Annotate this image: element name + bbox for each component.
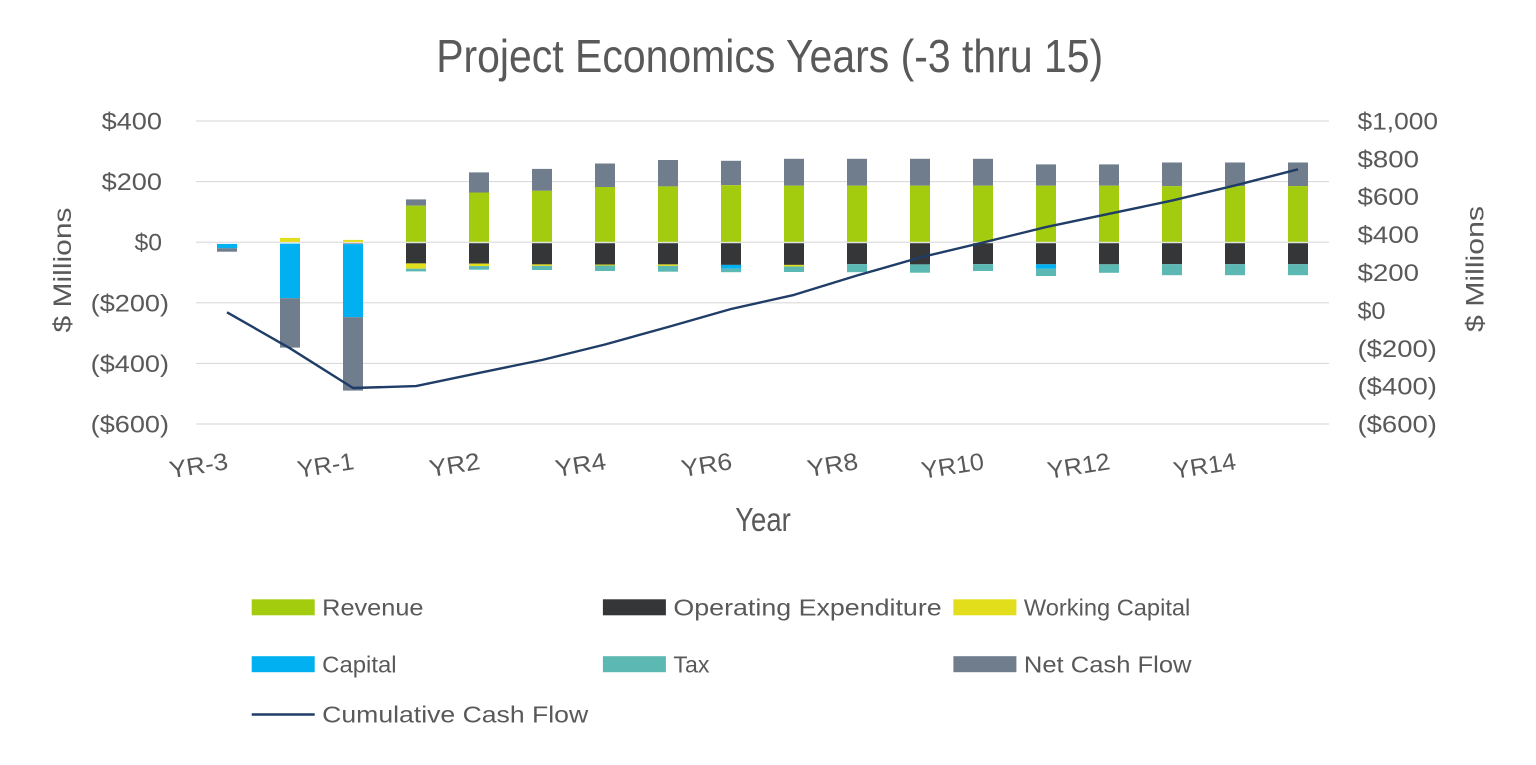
svg-text:$800: $800	[1358, 146, 1420, 173]
svg-text:Tax: Tax	[673, 651, 709, 677]
svg-text:$ Millions: $ Millions	[1462, 206, 1490, 332]
svg-text:Revenue: Revenue	[322, 595, 423, 621]
svg-text:$ Millions: $ Millions	[49, 208, 77, 333]
svg-text:($400): ($400)	[91, 351, 169, 378]
svg-text:$0: $0	[135, 230, 163, 257]
svg-text:$200: $200	[1358, 260, 1420, 287]
svg-text:($600): ($600)	[1358, 412, 1437, 439]
svg-text:Year: Year	[735, 501, 791, 538]
svg-text:Capital: Capital	[322, 651, 396, 677]
svg-text:$400: $400	[1358, 222, 1420, 249]
svg-text:Working Capital: Working Capital	[1024, 595, 1190, 621]
svg-text:Cumulative Cash Flow: Cumulative Cash Flow	[322, 702, 588, 728]
svg-text:($200): ($200)	[1358, 336, 1437, 363]
svg-text:$0: $0	[1358, 298, 1386, 325]
svg-text:$1,000: $1,000	[1358, 109, 1439, 136]
svg-text:Net Cash Flow: Net Cash Flow	[1024, 651, 1192, 677]
svg-text:$600: $600	[1358, 184, 1420, 211]
svg-text:Project Economics Years (-3 th: Project Economics Years (-3 thru 15)	[436, 30, 1103, 82]
svg-text:$200: $200	[102, 169, 162, 196]
svg-text:($200): ($200)	[91, 290, 169, 317]
svg-text:($600): ($600)	[91, 412, 169, 439]
svg-text:$400: $400	[102, 109, 162, 136]
svg-text:Operating Expenditure: Operating Expenditure	[673, 595, 941, 621]
svg-text:($400): ($400)	[1358, 374, 1437, 401]
